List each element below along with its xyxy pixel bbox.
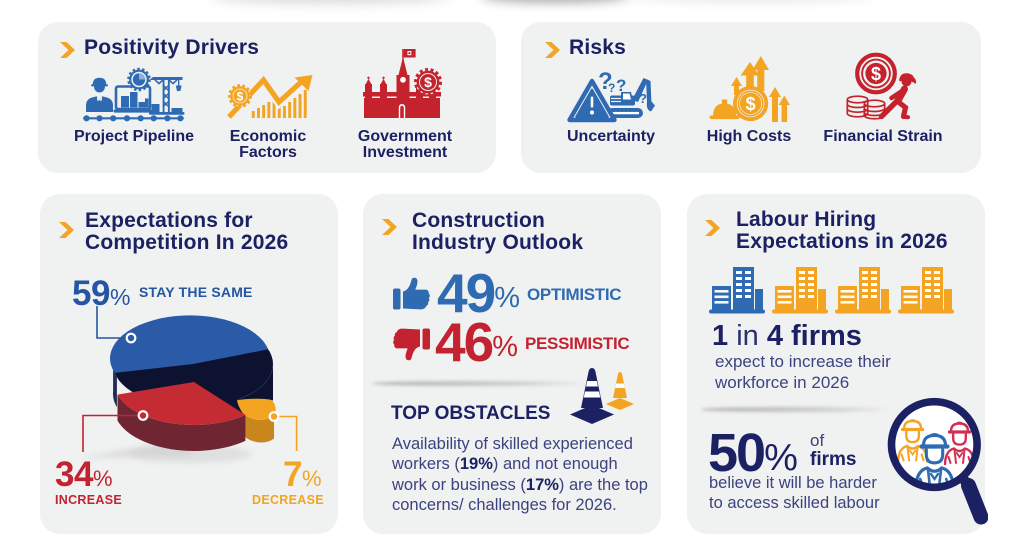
svg-text:?: ? (616, 76, 626, 95)
svg-text:?: ? (608, 81, 615, 95)
svg-text:$: $ (746, 94, 756, 114)
svg-text:$: $ (424, 74, 432, 90)
svg-text:?: ? (639, 91, 647, 106)
svg-text:?: ? (598, 68, 613, 95)
svg-text:$: $ (237, 89, 244, 103)
svg-text:$: $ (871, 64, 881, 84)
